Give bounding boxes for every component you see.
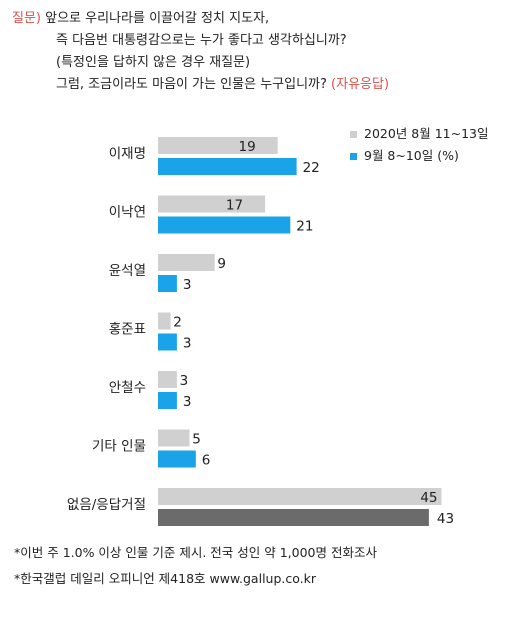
bar	[158, 312, 171, 330]
question-line-1: 질문) 앞으로 우리나라를 이끌어갈 정치 지도자,	[12, 8, 389, 30]
bar	[158, 429, 190, 447]
data-label: 6	[202, 453, 211, 469]
data-label: 19	[239, 139, 256, 155]
bar	[158, 392, 177, 409]
bar	[158, 509, 429, 526]
question-prefix: 질문)	[12, 11, 41, 26]
bar	[158, 275, 177, 292]
data-label: 3	[183, 277, 192, 293]
bar	[158, 195, 266, 213]
footnote-1: *이번 주 1.0% 이상 인물 기준 제시. 전국 성인 약 1,000명 전…	[14, 545, 377, 560]
data-label: 22	[303, 160, 320, 176]
data-label: 9	[217, 256, 226, 272]
category-label: 홍준표	[109, 322, 146, 338]
footnotes: *이번 주 1.0% 이상 인물 기준 제시. 전국 성인 약 1,000명 전…	[14, 540, 377, 592]
bar	[158, 137, 278, 154]
legend-swatch	[350, 131, 357, 138]
question-block: 질문) 앞으로 우리나라를 이끌어갈 정치 지도자, 즉 다음번 대통령감으로는…	[12, 8, 389, 96]
category-label: 윤석열	[109, 263, 146, 279]
question-line-3: (특정인을 답하지 않은 경우 재질문)	[56, 55, 251, 70]
question-note: (자유응답)	[331, 77, 390, 92]
footnote-2: *한국갤럽 데일리 오피니언 제418호 www.gallup.co.kr	[14, 571, 317, 586]
data-label: 21	[296, 219, 313, 235]
data-label: 3	[180, 373, 189, 389]
bar	[158, 333, 177, 351]
data-label: 3	[183, 336, 192, 352]
bar	[158, 158, 297, 175]
question-text-4: 그럼, 조금이라도 마음이 가는 인물은 누구입니까?	[56, 77, 327, 92]
category-label: 없음/응답거절	[67, 497, 146, 513]
bar	[158, 488, 442, 505]
category-label: 기타 인물	[92, 439, 146, 455]
bar	[158, 254, 215, 271]
data-label: 43	[437, 511, 454, 527]
category-label: 안철수	[109, 380, 146, 396]
bar	[158, 450, 196, 468]
bar	[158, 216, 291, 234]
question-line-2: 즉 다음번 대통령감으로는 누가 좋다고 생각하십니까?	[56, 33, 347, 48]
question-line-4: 그럼, 조금이라도 마음이 가는 인물은 누구입니까? (자유응답)	[12, 74, 389, 96]
data-label: 2	[173, 315, 182, 331]
data-label: 3	[183, 394, 192, 410]
legend-label: 9월 8~10일 (%)	[364, 148, 459, 163]
data-label: 5	[192, 432, 201, 448]
legend-label: 2020년 8월 11~13일	[364, 126, 489, 141]
category-label: 이재명	[109, 146, 146, 162]
legend-swatch	[350, 153, 357, 160]
data-label: 17	[226, 198, 243, 214]
bar	[158, 371, 177, 388]
data-label: 45	[420, 490, 437, 506]
question-text-1: 앞으로 우리나라를 이끌어갈 정치 지도자,	[45, 11, 270, 26]
category-label: 이낙연	[109, 205, 146, 221]
